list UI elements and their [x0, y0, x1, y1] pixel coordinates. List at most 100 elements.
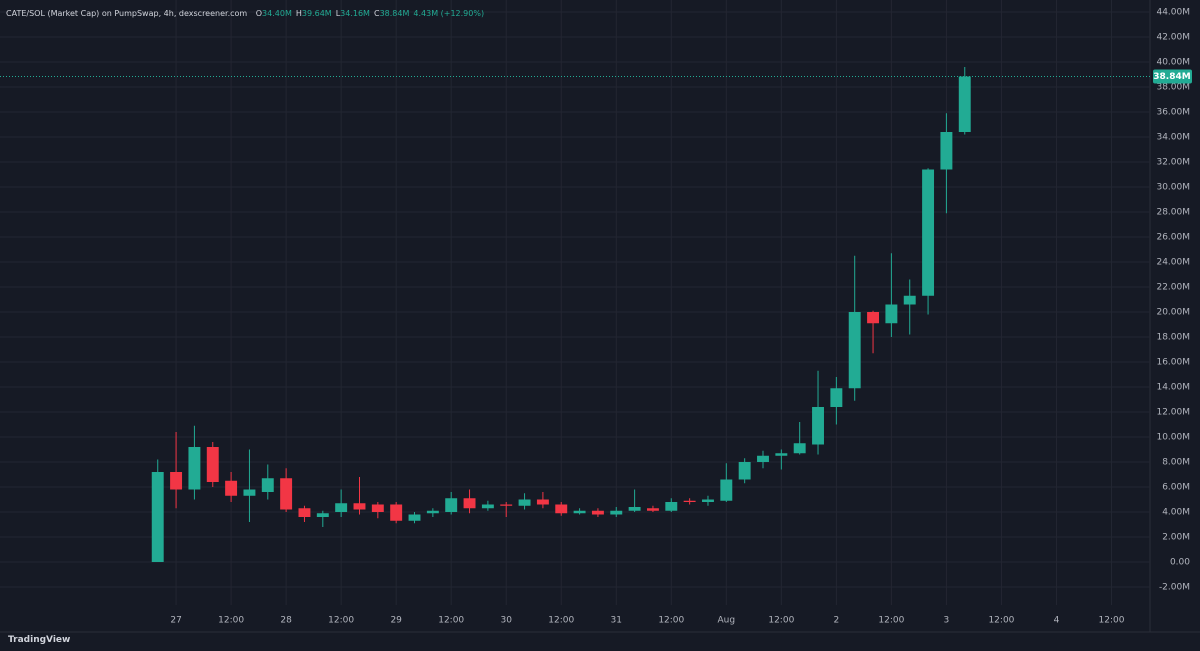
candle-body [646, 508, 659, 511]
x-tick-label: 12:00 [658, 616, 684, 626]
x-tick-label: 12:00 [548, 616, 574, 626]
x-tick-label: 3 [944, 616, 950, 626]
y-tick-label: 8.00M [1162, 458, 1190, 468]
candle-body [536, 499, 549, 505]
y-tick-label: 26.00M [1156, 233, 1190, 243]
candle-body [793, 443, 806, 454]
x-tick-label: 12:00 [768, 616, 794, 626]
candle-body [371, 504, 384, 512]
y-tick-label: 40.00M [1156, 58, 1190, 68]
y-tick-label: 38.00M [1156, 83, 1190, 93]
y-tick-label: 44.00M [1156, 8, 1190, 18]
x-tick-label: 12:00 [218, 616, 244, 626]
candle-body [903, 295, 916, 305]
last-price-label: 38.84M [1153, 72, 1190, 82]
y-tick-label: 14.00M [1156, 383, 1190, 393]
change: 4.43M (+12.90%) [413, 9, 485, 18]
y-tick-label: 2.00M [1162, 533, 1190, 543]
candle-body [702, 499, 714, 502]
candle-body [316, 513, 329, 517]
x-tick-label: 12:00 [878, 616, 904, 626]
ohlc-value: 39.64M [301, 9, 332, 18]
y-tick-label: 10.00M [1156, 433, 1190, 443]
candle-body [151, 472, 164, 562]
candle-body [170, 472, 183, 490]
candle-body [885, 304, 898, 324]
x-tick-label: 2 [833, 616, 839, 626]
candle-body [683, 500, 696, 502]
candle-body [940, 132, 953, 170]
candle-body [922, 169, 935, 296]
y-tick-label: 12.00M [1156, 408, 1190, 418]
candle-body [738, 462, 751, 480]
candle-body [830, 388, 843, 407]
candle-body [353, 503, 366, 510]
y-tick-label: 28.00M [1156, 208, 1190, 218]
ohlc-label: O [255, 9, 263, 18]
y-tick-label: 16.00M [1156, 358, 1190, 368]
x-tick-label: 12:00 [1099, 616, 1125, 626]
symbol-title: CATE/SOL (Market Cap) on PumpSwap, 4h, d… [6, 9, 248, 18]
candle-body [426, 510, 439, 514]
y-tick-label: 36.00M [1156, 108, 1190, 118]
candle-body [812, 407, 824, 445]
x-tick-label: 28 [280, 616, 292, 626]
ohlc-value: 38.84M [379, 9, 410, 18]
candle-body [720, 479, 733, 501]
ohlc-label: L [335, 9, 341, 18]
candle-body [188, 447, 201, 490]
y-tick-label: 34.00M [1156, 133, 1190, 143]
candle-body [555, 504, 568, 514]
candle-body [867, 312, 880, 324]
x-tick-label: 30 [500, 616, 512, 626]
ohlc-value: 34.40M [262, 9, 292, 18]
candle-body [298, 508, 311, 517]
candle-body [573, 510, 586, 514]
y-tick-label: 0.00 [1170, 558, 1190, 568]
candle-body [848, 312, 861, 389]
candle-body [775, 453, 788, 456]
y-tick-label: 22.00M [1156, 283, 1190, 293]
candle-body [610, 510, 623, 515]
y-tick-label: 18.00M [1156, 333, 1190, 343]
x-tick-label: 12:00 [988, 616, 1014, 626]
y-tick-label: 6.00M [1162, 483, 1190, 493]
candle-body [445, 498, 458, 512]
candle-body [408, 514, 421, 521]
candle-body [500, 504, 513, 506]
ohlc-label: C [373, 9, 380, 18]
y-tick-label: -2.00M [1159, 583, 1190, 593]
candle-body [225, 480, 238, 496]
x-tick-label: 29 [390, 616, 402, 626]
candle-body [481, 504, 494, 509]
x-tick-label: 4 [1054, 616, 1060, 626]
candle-body [463, 498, 476, 509]
x-tick-label: Aug [718, 616, 736, 626]
x-tick-label: 12:00 [328, 616, 354, 626]
candle-body [206, 447, 219, 482]
header: CATE/SOL (Market Cap) on PumpSwap, 4h, d… [6, 9, 488, 18]
candle-body [280, 478, 293, 510]
y-tick-label: 32.00M [1156, 158, 1190, 168]
last-price-box [1153, 69, 1192, 84]
candle-body [390, 504, 403, 521]
candle-body [958, 76, 971, 132]
grid [0, 0, 1150, 605]
ohlc-label: H [295, 9, 302, 18]
candle-body [628, 507, 641, 511]
y-tick-label: 4.00M [1162, 508, 1190, 518]
x-tick-label: 12:00 [438, 616, 464, 626]
candle-body [335, 503, 348, 512]
candle-body [665, 502, 678, 511]
y-tick-label: 30.00M [1156, 183, 1190, 193]
y-tick-label: 42.00M [1156, 33, 1190, 43]
candle-body [518, 499, 531, 506]
candle-body [591, 510, 604, 515]
x-tick-label: 31 [611, 616, 622, 626]
y-tick-label: 20.00M [1156, 308, 1190, 318]
candle-body [261, 478, 274, 492]
x-tick-label: 27 [170, 616, 181, 626]
y-tick-label: 24.00M [1156, 258, 1190, 268]
